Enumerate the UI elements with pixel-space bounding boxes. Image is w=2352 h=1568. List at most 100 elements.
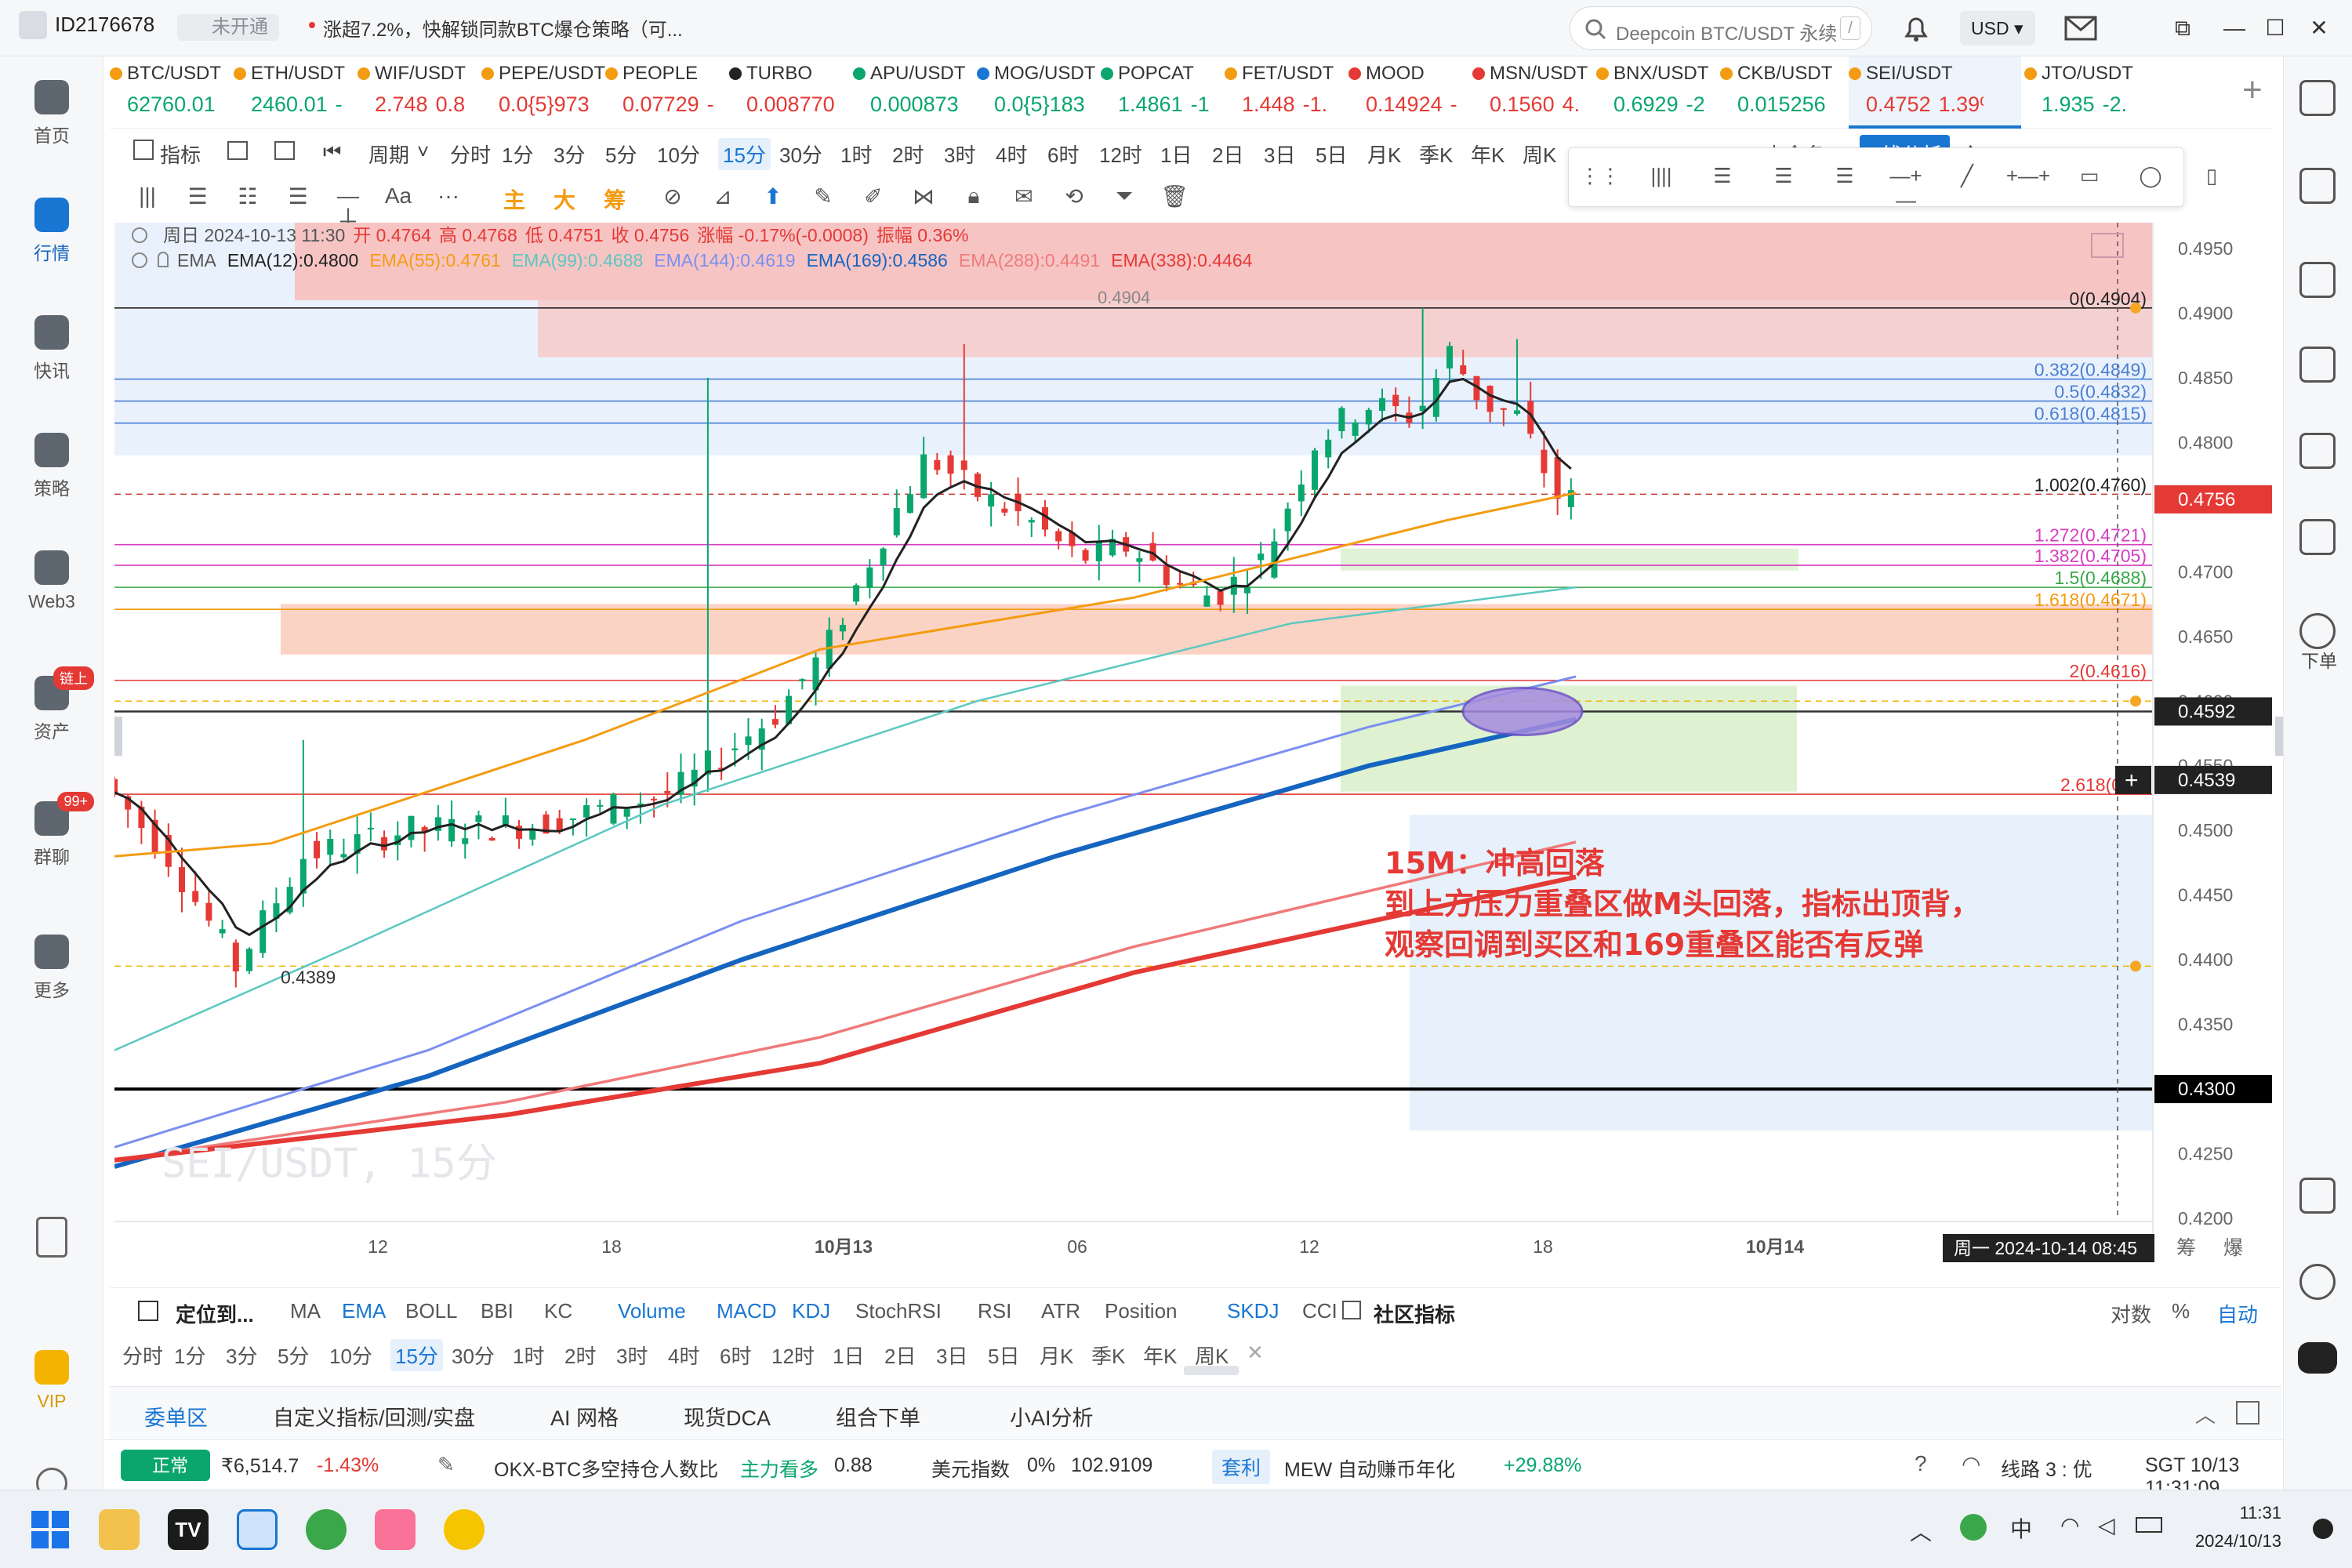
ticker-fetusdt[interactable]: FET/USDT 1.448 -1. bbox=[1225, 56, 1348, 129]
hline-set2-icon[interactable]: ☰ bbox=[1835, 164, 1854, 187]
timeframe-12[interactable]: 12时 bbox=[1099, 143, 1142, 167]
sidebar-item-8[interactable]: VIP bbox=[0, 1350, 103, 1412]
period-9[interactable]: 3时 bbox=[616, 1345, 648, 1368]
alert-marker-icon[interactable] bbox=[2130, 302, 2141, 314]
more-icon[interactable]: ··· bbox=[437, 183, 459, 208]
alert-bell-icon[interactable] bbox=[158, 252, 169, 267]
parallel-icon[interactable]: ☷ bbox=[238, 184, 258, 209]
channel-icon[interactable]: ☰ bbox=[288, 184, 308, 209]
close-button[interactable]: ✕ bbox=[2310, 16, 2328, 40]
period-5[interactable]: 15分 bbox=[390, 1339, 443, 1371]
text-icon[interactable]: Aa bbox=[384, 183, 412, 208]
tradingview-icon[interactable]: TV bbox=[168, 1509, 209, 1550]
sidebar-item-5[interactable]: 资产 链上 bbox=[0, 666, 103, 743]
indicator-kc[interactable]: KC bbox=[544, 1299, 573, 1323]
timeframe-9[interactable]: 3时 bbox=[944, 143, 976, 167]
exchange-app-icon[interactable] bbox=[237, 1509, 278, 1550]
crosshair-line-icon[interactable]: —┼ bbox=[337, 183, 359, 233]
order-label[interactable]: 下单 bbox=[2301, 651, 2337, 671]
timeframe-18[interactable]: 季K bbox=[1419, 143, 1454, 167]
mail-icon[interactable] bbox=[2063, 13, 2098, 44]
locate-button[interactable]: 定位到... bbox=[176, 1303, 254, 1327]
indicator-bbi[interactable]: BBI bbox=[481, 1299, 514, 1323]
ellipse-icon[interactable]: ◯ bbox=[2139, 164, 2162, 187]
hline-set-icon[interactable]: ☰ bbox=[1774, 164, 1793, 187]
trash-icon[interactable]: 🗑︎ bbox=[1160, 184, 1189, 209]
alert-marker-icon[interactable] bbox=[2130, 960, 2141, 972]
etf-icon[interactable] bbox=[2299, 519, 2336, 555]
collapse-legend-icon[interactable] bbox=[132, 227, 147, 243]
indicator-position[interactable]: Position bbox=[1105, 1299, 1178, 1323]
timeframe-11[interactable]: 6时 bbox=[1047, 143, 1080, 167]
ticker-mood[interactable]: MOOD 0.14924- bbox=[1348, 56, 1472, 129]
period-19[interactable]: 年K bbox=[1143, 1345, 1178, 1368]
ticker-pepeusdt[interactable]: PEPE/USDT 0.0{5}973 bbox=[481, 56, 605, 129]
fib-icon[interactable]: ⊿ bbox=[713, 184, 732, 209]
avatar[interactable] bbox=[19, 11, 47, 39]
timeframe-13[interactable]: 1日 bbox=[1160, 143, 1192, 167]
hlines-icon[interactable]: ☰ bbox=[187, 184, 208, 209]
trend-line-icon[interactable]: ╱ bbox=[1961, 164, 1973, 187]
mew-label[interactable]: MEW 自动赚币年化 bbox=[1284, 1459, 1456, 1481]
timeframe-17[interactable]: 月K bbox=[1367, 143, 1402, 167]
status-badge[interactable]: 未开通 bbox=[177, 14, 279, 41]
period-4[interactable]: 10分 bbox=[329, 1345, 372, 1368]
sidebar-item-7[interactable]: 更多 bbox=[0, 935, 103, 1002]
network-icon[interactable]: ◠ bbox=[2060, 1513, 2080, 1537]
period-16[interactable]: 5日 bbox=[988, 1345, 1020, 1368]
timeframe-5[interactable]: 15分 bbox=[718, 138, 771, 170]
sidebar-item-1[interactable]: 行情 bbox=[0, 198, 103, 265]
ticker-jtousdt[interactable]: JTO/USDT 1.935 -2. bbox=[2024, 56, 2148, 129]
timeframe-14[interactable]: 2日 bbox=[1212, 143, 1244, 167]
bars-icon[interactable]: ||| bbox=[139, 183, 156, 208]
collapse-ema-icon[interactable] bbox=[132, 252, 147, 268]
ticker-wifusdt[interactable]: WIF/USDT 2.748 0.8 bbox=[358, 56, 481, 129]
horizontal-lines-icon[interactable]: ☰ bbox=[1713, 164, 1732, 187]
community-indicator-icon[interactable] bbox=[1342, 1301, 1361, 1319]
cursor-icon[interactable]: ⬆ bbox=[764, 184, 782, 209]
clock-date[interactable]: 2024/10/13 bbox=[2194, 1531, 2281, 1551]
brush-icon[interactable]: ✐ bbox=[864, 184, 883, 209]
order-icon[interactable] bbox=[2299, 613, 2336, 649]
timeframe-15[interactable]: 3日 bbox=[1264, 143, 1296, 167]
volume-icon[interactable]: ◁ bbox=[2098, 1513, 2115, 1537]
period-17[interactable]: 月K bbox=[1040, 1345, 1074, 1368]
ticker-ckbusdt[interactable]: CKB/USDT 0.015256 bbox=[1720, 56, 1844, 129]
tray-app-icon[interactable] bbox=[1960, 1514, 1987, 1541]
phone-icon[interactable] bbox=[36, 1217, 67, 1258]
tray-up-icon[interactable]: ︿ bbox=[1910, 1520, 1933, 1544]
period-12[interactable]: 12时 bbox=[771, 1345, 815, 1368]
windows-start-icon[interactable] bbox=[31, 1511, 69, 1548]
scroll-left-handle[interactable] bbox=[114, 717, 122, 756]
document-icon[interactable] bbox=[2299, 168, 2336, 204]
filter-icon[interactable]: ⏷ bbox=[1115, 183, 1134, 208]
draw-mode-1[interactable]: 大 bbox=[553, 188, 575, 212]
minimize-button[interactable]: — bbox=[2223, 16, 2245, 40]
ticker-turbo[interactable]: TURBO 0.008770 bbox=[729, 56, 853, 129]
ticker-btcusdt[interactable]: BTC/USDT 62760.01 bbox=[110, 56, 234, 129]
timeframe-4[interactable]: 10分 bbox=[657, 143, 700, 167]
period-20[interactable]: 周K bbox=[1195, 1345, 1229, 1368]
order-tab-2[interactable]: AI 网格 bbox=[550, 1406, 619, 1430]
bilibili-icon[interactable] bbox=[375, 1509, 416, 1550]
period-1[interactable]: 1分 bbox=[174, 1345, 206, 1368]
mini-handle-icon[interactable]: ▯ bbox=[2205, 164, 2218, 187]
timeframe-8[interactable]: 2时 bbox=[892, 143, 924, 167]
measure-icon[interactable]: ⊘ bbox=[663, 184, 682, 209]
sidebar-item-6[interactable]: 群聊 99+ bbox=[0, 792, 103, 869]
period-13[interactable]: 1日 bbox=[833, 1345, 865, 1368]
currency-select[interactable]: USD ▾ bbox=[1960, 11, 2035, 45]
community-indicators-button[interactable]: 社区指标 bbox=[1374, 1303, 1456, 1327]
alert-marker-icon[interactable] bbox=[2130, 695, 2141, 707]
timeframe-2[interactable]: 3分 bbox=[554, 143, 586, 167]
ime-icon[interactable]: 中 bbox=[2010, 1517, 2033, 1541]
bell-icon[interactable] bbox=[1900, 13, 1932, 44]
file-explorer-icon[interactable] bbox=[99, 1509, 140, 1550]
search-input[interactable]: Deepcoin BTC/USDT 永续 / bbox=[1570, 6, 1872, 50]
axis-mode-2[interactable]: 自动 bbox=[2217, 1303, 2259, 1327]
vertical-lines-icon[interactable]: |||| bbox=[1650, 164, 1672, 187]
timeframe-10[interactable]: 4时 bbox=[996, 143, 1028, 167]
ticker-bnxusdt[interactable]: BNX/USDT 0.6929 -2 bbox=[1596, 56, 1720, 129]
order-tab-1[interactable]: 自定义指标/回测/实盘 bbox=[273, 1406, 476, 1430]
